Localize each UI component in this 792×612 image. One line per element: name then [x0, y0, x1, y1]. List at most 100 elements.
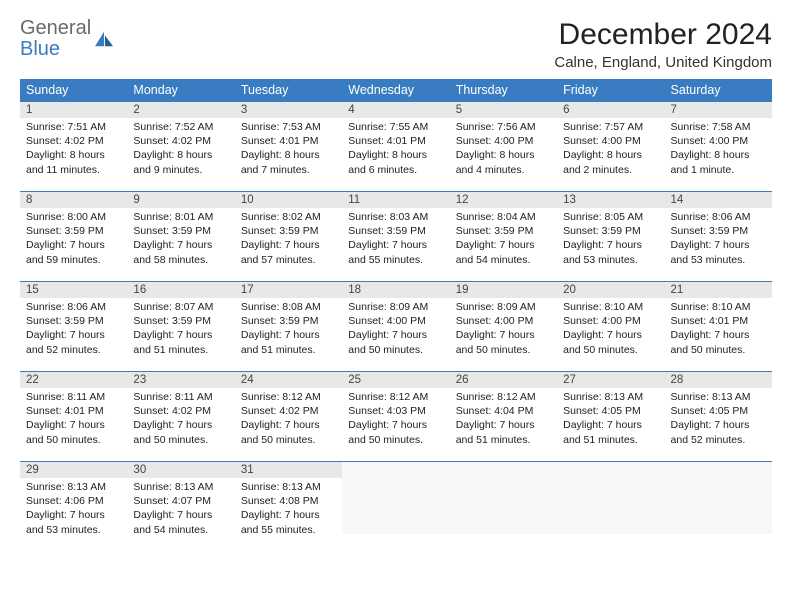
day-cell: 23Sunrise: 8:11 AMSunset: 4:02 PMDayligh… [127, 372, 234, 462]
day-cell: . [665, 462, 772, 552]
week-row: 8Sunrise: 8:00 AMSunset: 3:59 PMDaylight… [20, 192, 772, 282]
daylight-text: Daylight: 7 hours and 50 minutes. [241, 418, 336, 446]
sunset-text: Sunset: 4:01 PM [26, 404, 121, 418]
day-number: 28 [665, 372, 772, 388]
sunrise-text: Sunrise: 8:06 AM [26, 300, 121, 314]
sunset-text: Sunset: 3:59 PM [133, 224, 228, 238]
sunrise-text: Sunrise: 8:10 AM [563, 300, 658, 314]
daylight-text: Daylight: 7 hours and 52 minutes. [671, 418, 766, 446]
sunset-text: Sunset: 4:03 PM [348, 404, 443, 418]
day-number: 11 [342, 192, 449, 208]
sunrise-text: Sunrise: 7:58 AM [671, 120, 766, 134]
daylight-text: Daylight: 8 hours and 7 minutes. [241, 148, 336, 176]
sunrise-text: Sunrise: 8:13 AM [563, 390, 658, 404]
day-number-empty: . [557, 462, 664, 478]
sunset-text: Sunset: 3:59 PM [241, 224, 336, 238]
day-number: 22 [20, 372, 127, 388]
day-body-empty [665, 478, 772, 534]
day-number-empty: . [665, 462, 772, 478]
day-body: Sunrise: 8:13 AMSunset: 4:07 PMDaylight:… [127, 478, 234, 547]
day-body: Sunrise: 8:11 AMSunset: 4:01 PMDaylight:… [20, 388, 127, 457]
day-body: Sunrise: 8:12 AMSunset: 4:04 PMDaylight:… [450, 388, 557, 457]
day-cell: 16Sunrise: 8:07 AMSunset: 3:59 PMDayligh… [127, 282, 234, 372]
sunrise-text: Sunrise: 7:51 AM [26, 120, 121, 134]
day-number: 21 [665, 282, 772, 298]
day-number: 2 [127, 102, 234, 118]
sunrise-text: Sunrise: 8:03 AM [348, 210, 443, 224]
day-cell: 5Sunrise: 7:56 AMSunset: 4:00 PMDaylight… [450, 102, 557, 192]
day-cell: 27Sunrise: 8:13 AMSunset: 4:05 PMDayligh… [557, 372, 664, 462]
daylight-text: Daylight: 8 hours and 6 minutes. [348, 148, 443, 176]
sunset-text: Sunset: 4:01 PM [348, 134, 443, 148]
day-number: 16 [127, 282, 234, 298]
day-cell: 19Sunrise: 8:09 AMSunset: 4:00 PMDayligh… [450, 282, 557, 372]
day-body: Sunrise: 8:01 AMSunset: 3:59 PMDaylight:… [127, 208, 234, 277]
daylight-text: Daylight: 7 hours and 54 minutes. [133, 508, 228, 536]
day-body: Sunrise: 7:53 AMSunset: 4:01 PMDaylight:… [235, 118, 342, 187]
day-body-empty [450, 478, 557, 534]
sunrise-text: Sunrise: 8:09 AM [348, 300, 443, 314]
daylight-text: Daylight: 8 hours and 4 minutes. [456, 148, 551, 176]
day-cell: 4 Sunrise: 7:55 AMSunset: 4:01 PMDaylight… [342, 102, 449, 192]
sunrise-text: Sunrise: 7:53 AM [241, 120, 336, 134]
brand-logo: General Blue [20, 18, 115, 60]
sunset-text: Sunset: 4:00 PM [563, 134, 658, 148]
day-number: 4 [342, 102, 449, 118]
day-body: Sunrise: 8:11 AMSunset: 4:02 PMDaylight:… [127, 388, 234, 457]
sunset-text: Sunset: 4:02 PM [133, 134, 228, 148]
day-body: Sunrise: 8:00 AMSunset: 3:59 PMDaylight:… [20, 208, 127, 277]
sunset-text: Sunset: 4:00 PM [348, 314, 443, 328]
sunrise-text: Sunrise: 8:08 AM [241, 300, 336, 314]
day-body: Sunrise: 8:06 AMSunset: 3:59 PMDaylight:… [20, 298, 127, 367]
daylight-text: Daylight: 8 hours and 2 minutes. [563, 148, 658, 176]
day-number: 10 [235, 192, 342, 208]
brand-text: General Blue [20, 18, 91, 60]
daylight-text: Daylight: 7 hours and 55 minutes. [348, 238, 443, 266]
title-block: December 2024 Calne, England, United Kin… [554, 18, 772, 71]
week-row: 22Sunrise: 8:11 AMSunset: 4:01 PMDayligh… [20, 372, 772, 462]
day-header: Thursday [450, 79, 557, 102]
calendar-table: SundayMondayTuesdayWednesdayThursdayFrid… [20, 79, 772, 552]
sunset-text: Sunset: 4:02 PM [133, 404, 228, 418]
day-header: Saturday [665, 79, 772, 102]
sunrise-text: Sunrise: 7:55 AM [348, 120, 443, 134]
day-number: 15 [20, 282, 127, 298]
day-body: Sunrise: 8:04 AMSunset: 3:59 PMDaylight:… [450, 208, 557, 277]
page-header: General Blue December 2024 Calne, Englan… [20, 18, 772, 71]
day-header: Monday [127, 79, 234, 102]
sunset-text: Sunset: 3:59 PM [348, 224, 443, 238]
sunset-text: Sunset: 4:04 PM [456, 404, 551, 418]
day-cell: 24Sunrise: 8:12 AMSunset: 4:02 PMDayligh… [235, 372, 342, 462]
day-header: Tuesday [235, 79, 342, 102]
day-cell: 13Sunrise: 8:05 AMSunset: 3:59 PMDayligh… [557, 192, 664, 282]
day-cell: 2Sunrise: 7:52 AMSunset: 4:02 PMDaylight… [127, 102, 234, 192]
day-number-empty: . [342, 462, 449, 478]
sunset-text: Sunset: 4:06 PM [26, 494, 121, 508]
daylight-text: Daylight: 7 hours and 50 minutes. [563, 328, 658, 356]
brand-word2: Blue [20, 38, 60, 60]
day-number: 24 [235, 372, 342, 388]
day-body: Sunrise: 8:12 AMSunset: 4:02 PMDaylight:… [235, 388, 342, 457]
day-header: Wednesday [342, 79, 449, 102]
sunset-text: Sunset: 3:59 PM [456, 224, 551, 238]
daylight-text: Daylight: 7 hours and 58 minutes. [133, 238, 228, 266]
daylight-text: Daylight: 7 hours and 51 minutes. [133, 328, 228, 356]
sunset-text: Sunset: 4:01 PM [241, 134, 336, 148]
day-body: Sunrise: 8:05 AMSunset: 3:59 PMDaylight:… [557, 208, 664, 277]
day-cell: 8Sunrise: 8:00 AMSunset: 3:59 PMDaylight… [20, 192, 127, 282]
sunset-text: Sunset: 4:00 PM [456, 134, 551, 148]
daylight-text: Daylight: 7 hours and 51 minutes. [456, 418, 551, 446]
sunset-text: Sunset: 4:00 PM [671, 134, 766, 148]
day-number: 23 [127, 372, 234, 388]
day-body: Sunrise: 8:13 AMSunset: 4:06 PMDaylight:… [20, 478, 127, 547]
sunrise-text: Sunrise: 7:52 AM [133, 120, 228, 134]
day-body: Sunrise: 8:13 AMSunset: 4:05 PMDaylight:… [665, 388, 772, 457]
daylight-text: Daylight: 7 hours and 53 minutes. [563, 238, 658, 266]
day-cell: 7Sunrise: 7:58 AMSunset: 4:00 PMDaylight… [665, 102, 772, 192]
day-number: 9 [127, 192, 234, 208]
day-cell: 12Sunrise: 8:04 AMSunset: 3:59 PMDayligh… [450, 192, 557, 282]
day-number: 18 [342, 282, 449, 298]
sunrise-text: Sunrise: 8:13 AM [671, 390, 766, 404]
sunrise-text: Sunrise: 8:06 AM [671, 210, 766, 224]
sunset-text: Sunset: 3:59 PM [26, 314, 121, 328]
